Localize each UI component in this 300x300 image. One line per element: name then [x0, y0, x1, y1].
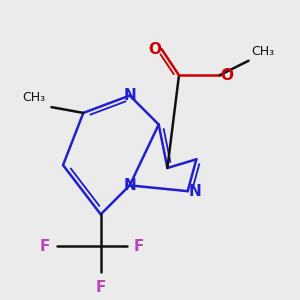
Text: N: N [189, 184, 201, 199]
Text: O: O [220, 68, 233, 83]
Text: F: F [40, 239, 50, 254]
Text: CH₃: CH₃ [251, 45, 274, 58]
Text: F: F [134, 239, 144, 254]
Text: CH₃: CH₃ [22, 91, 46, 104]
Text: F: F [95, 280, 106, 295]
Text: N: N [123, 88, 136, 103]
Text: O: O [148, 42, 161, 57]
Text: N: N [123, 178, 136, 193]
